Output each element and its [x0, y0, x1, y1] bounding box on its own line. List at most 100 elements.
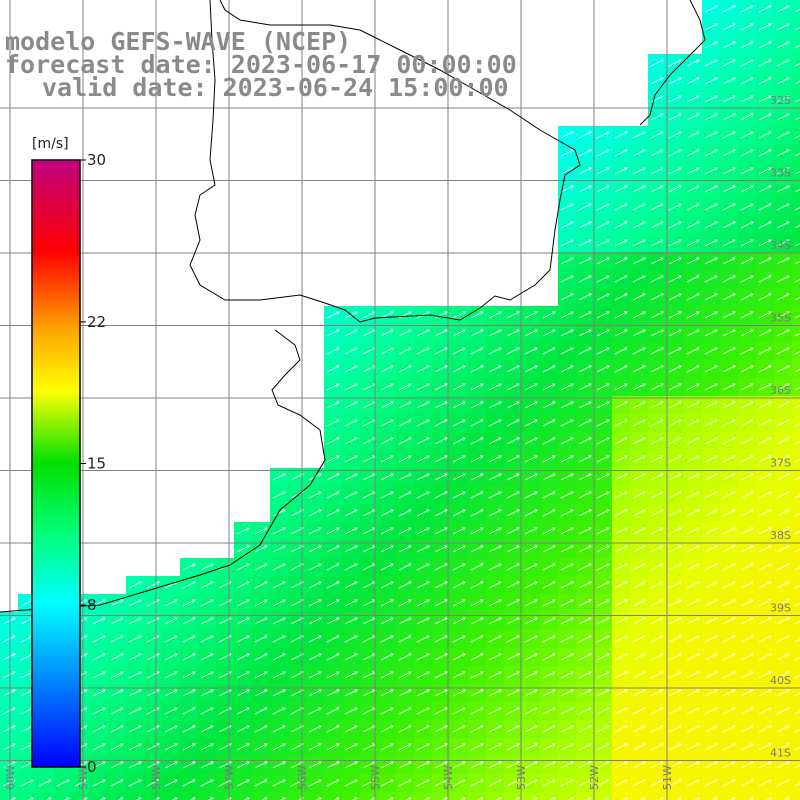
colorbar-tick-label: 0 [87, 758, 97, 776]
speed-cell [306, 792, 324, 800]
speed-cell [252, 792, 270, 800]
speed-cell [594, 792, 612, 800]
speed-cell [792, 18, 800, 36]
lat-label: 36S [770, 384, 791, 397]
speed-cell [126, 792, 144, 800]
lat-label: 34S [770, 239, 791, 252]
speed-cell [0, 792, 18, 800]
speed-cell [792, 216, 800, 234]
speed-cell [792, 648, 800, 666]
speed-cell [792, 468, 800, 486]
speed-cell [792, 486, 800, 504]
speed-cell [792, 594, 800, 612]
speed-cell [108, 792, 126, 800]
speed-cell [792, 54, 800, 72]
speed-cell [792, 504, 800, 522]
speed-cell [72, 792, 90, 800]
speed-cell [684, 792, 702, 800]
lon-label: 55W [369, 765, 382, 790]
speed-cell [396, 792, 414, 800]
speed-cell [792, 576, 800, 594]
speed-cell [198, 792, 216, 800]
speed-cell [792, 324, 800, 342]
speed-cell [576, 792, 594, 800]
lon-label: 60W [4, 765, 17, 790]
lat-label: 39S [770, 602, 791, 615]
speed-cell [792, 288, 800, 306]
speed-cell [288, 792, 306, 800]
speed-cell [792, 180, 800, 198]
speed-cell [792, 396, 800, 414]
speed-cell [450, 792, 468, 800]
speed-cell [792, 162, 800, 180]
speed-cell [792, 414, 800, 432]
speed-cell [792, 72, 800, 90]
speed-cell [648, 792, 666, 800]
colorbar-tick-label: 30 [87, 151, 106, 169]
colorbar-tick-label: 8 [87, 596, 97, 614]
lon-label: 58W [150, 765, 163, 790]
speed-cell [792, 342, 800, 360]
map-title: modelo GEFS-WAVE (NCEP) forecast date: 2… [5, 27, 517, 102]
colorbar-ramp [31, 159, 81, 768]
lon-label: 51W [661, 765, 674, 790]
speed-cell [792, 108, 800, 126]
speed-cell [162, 792, 180, 800]
speed-cell [54, 792, 72, 800]
lat-label: 32S [770, 94, 791, 107]
speed-cell [792, 558, 800, 576]
speed-cell [342, 792, 360, 800]
speed-cell [792, 234, 800, 252]
lon-label: 52W [588, 765, 601, 790]
speed-cell [792, 144, 800, 162]
speed-cell [756, 792, 774, 800]
speed-cell [774, 792, 792, 800]
speed-cell [666, 792, 684, 800]
speed-cell [792, 360, 800, 378]
speed-cell [270, 792, 288, 800]
speed-cell [18, 792, 36, 800]
speed-cell [90, 792, 108, 800]
lon-label: 53W [515, 765, 528, 790]
lat-label: 35S [770, 312, 791, 325]
speed-cell [180, 792, 198, 800]
speed-cell [792, 720, 800, 738]
speed-cell [738, 792, 756, 800]
speed-cell [216, 792, 234, 800]
speed-cell [792, 792, 800, 800]
speed-cell [36, 792, 54, 800]
speed-cell [792, 378, 800, 396]
colorbar-tick-label: 15 [87, 455, 106, 473]
speed-cell [792, 684, 800, 702]
lon-label: 56W [296, 765, 309, 790]
lon-label: 57W [223, 765, 236, 790]
speed-cell [792, 756, 800, 774]
colorbar-tick-label: 22 [87, 313, 106, 331]
speed-cell [504, 792, 522, 800]
speed-cell [630, 792, 648, 800]
speed-cell [144, 792, 162, 800]
speed-cell [792, 774, 800, 792]
lat-label: 37S [770, 457, 791, 470]
speed-cell [720, 792, 738, 800]
lat-label: 33S [770, 167, 791, 180]
speed-cell [468, 792, 486, 800]
speed-cell [558, 792, 576, 800]
valid-date: valid date: 2023-06-24 15:00:00 [42, 73, 509, 102]
speed-cell [486, 792, 504, 800]
speed-cell [792, 270, 800, 288]
speed-cell [234, 792, 252, 800]
speed-cell [792, 36, 800, 54]
speed-cell [792, 450, 800, 468]
lon-label: 54W [442, 765, 455, 790]
speed-cell [792, 630, 800, 648]
lat-label: 41S [770, 747, 791, 760]
speed-cell [432, 792, 450, 800]
speed-cell [792, 432, 800, 450]
speed-cell [540, 792, 558, 800]
speed-cell [522, 792, 540, 800]
speed-cell [324, 792, 342, 800]
lat-label: 38S [770, 529, 791, 542]
